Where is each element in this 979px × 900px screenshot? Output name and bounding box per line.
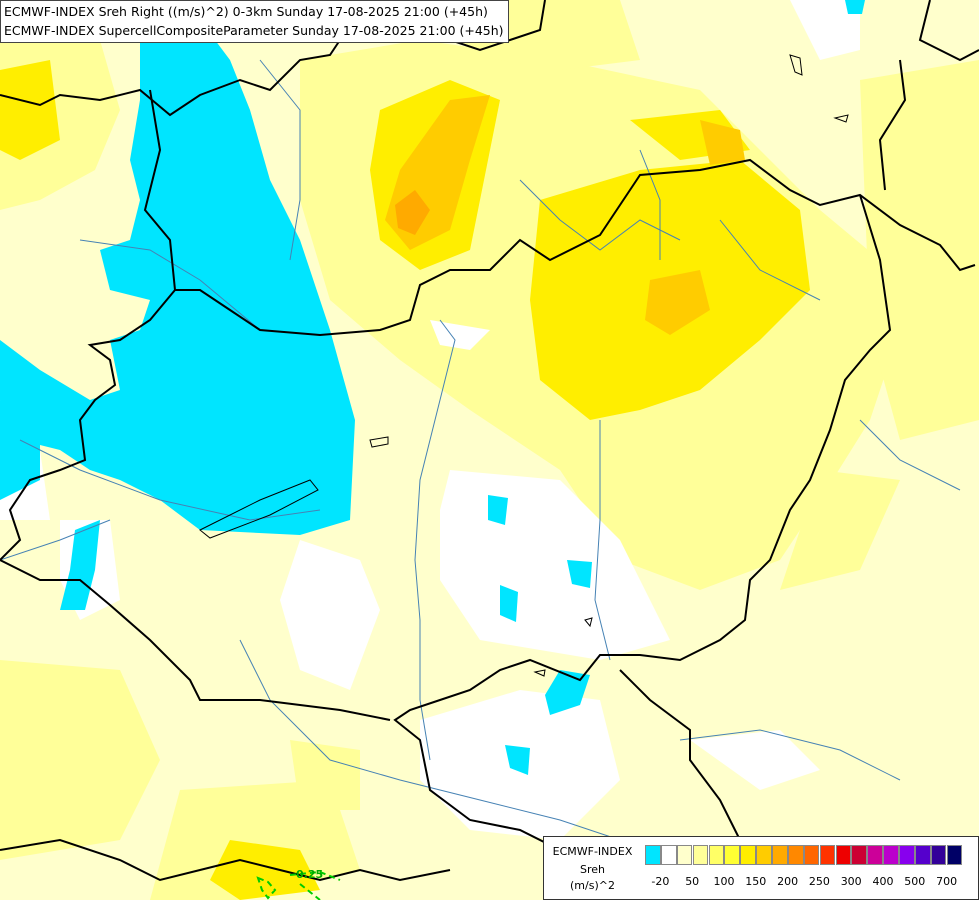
legend-unit-label: (m/s)^2 [570, 879, 615, 892]
legend-swatch [851, 845, 868, 865]
legend-swatch [756, 845, 772, 865]
legend-swatch [740, 845, 756, 865]
scp-contour [256, 870, 341, 900]
rivers [0, 59, 961, 841]
map-title-box: ECMWF-INDEX Sreh Right ((m/s)^2) 0-3km S… [0, 0, 509, 43]
legend-swatch [899, 845, 915, 865]
legend-swatch [819, 845, 836, 865]
legend-tick-label: 100 [713, 875, 735, 888]
scp-contour-label: 0.25 [296, 868, 323, 881]
legend-tick-labels: -20 50 100 150 200 250 300 400 500 700 [645, 875, 975, 889]
legend-tick-label: 150 [745, 875, 767, 888]
legend-tick-label: -20 [651, 875, 670, 888]
title-line-sreh: ECMWF-INDEX Sreh Right ((m/s)^2) 0-3km S… [4, 4, 488, 19]
legend-swatch [772, 845, 788, 865]
legend-model-label: ECMWF-INDEX [552, 845, 633, 858]
legend-swatch [708, 845, 725, 865]
legend-swatch [867, 845, 883, 865]
legend-swatch [835, 845, 852, 865]
legend-swatch [676, 845, 693, 865]
sreh-peak-area [395, 190, 430, 235]
legend-tick-label: 50 [685, 875, 700, 888]
legend-color-bar [645, 845, 963, 865]
legend-tick-label: 400 [872, 875, 894, 888]
lakes [199, 54, 849, 677]
legend-swatch [645, 845, 661, 865]
legend-swatch [787, 845, 804, 865]
legend-swatch [914, 845, 931, 865]
legend-variable-label: Sreh [579, 863, 605, 876]
legend-tick-label: 500 [904, 875, 926, 888]
title-line-scp: ECMWF-INDEX SupercellCompositeParameter … [4, 23, 504, 38]
legend-swatch [803, 845, 820, 865]
legend-swatch [930, 845, 947, 865]
legend-tick-label: 250 [808, 875, 830, 888]
color-legend: ECMWF-INDEX Sreh (m/s)^2 -20 50 100 150 200 2… [543, 836, 979, 900]
legend-tick-label: 700 [936, 875, 958, 888]
legend-swatch [692, 845, 709, 865]
legend-swatch [883, 845, 899, 865]
legend-swatch [660, 845, 677, 865]
legend-swatch [724, 845, 741, 865]
legend-swatch [946, 845, 963, 865]
legend-tick-label: 200 [777, 875, 799, 888]
legend-tick-label: 300 [840, 875, 862, 888]
